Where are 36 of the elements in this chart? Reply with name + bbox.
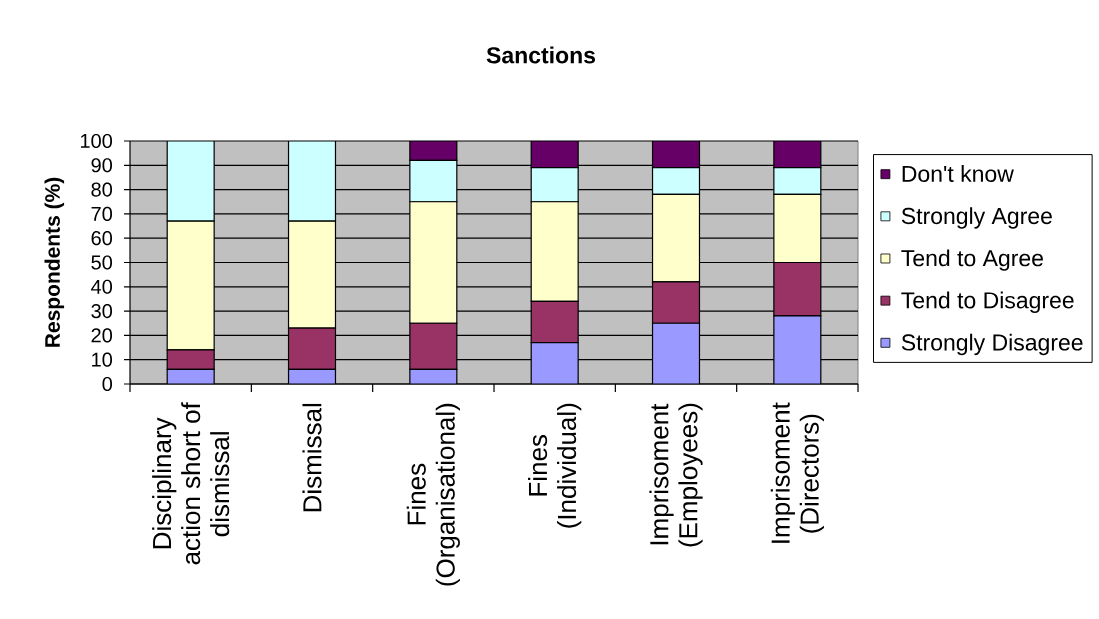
y-tick-label: 50 [91,255,113,270]
x-tick-label: Imprisoment (Employees) [649,403,703,547]
legend-label: Don't know [902,165,1014,182]
bar [166,140,215,222]
bar [530,140,579,169]
bar [287,140,337,222]
y-axis-title: Respondents (%) [44,177,65,347]
y-tick-label: 40 [91,279,113,294]
bar [651,167,701,196]
bar [651,322,701,384]
y-tick-label: 30 [91,304,113,319]
bar [530,342,579,384]
x-tick-label: Fines (Individual) [528,403,582,528]
y-tick-label: 20 [91,328,113,343]
bar [773,140,822,169]
chart-title: Sanctions [486,46,596,64]
y-tick-label: 60 [91,231,113,246]
legend-label: Tend to Agree [901,249,1043,271]
legend-label: Tend to Disagree [901,291,1074,313]
bar [651,140,701,169]
bar [773,167,822,196]
x-tick-label: Disciplinary action short of dismissal [152,402,230,565]
y-tick-label: 70 [91,206,113,221]
y-tick-label: 10 [92,352,113,367]
bar [409,159,458,203]
y-tick-label: 0 [102,376,113,392]
legend-label: Strongly Disagree [901,333,1083,356]
legend-label: Strongly Agree [901,207,1052,229]
y-tick-label: 80 [91,182,113,197]
bar [530,167,579,203]
x-tick-label: Dismissal [302,403,322,512]
y-tick-label: 90 [91,158,113,173]
x-tick-label: Fines (Organisational) [406,403,460,586]
x-tick-label: Imprisoment (Directors) [770,402,824,543]
bar [773,315,822,384]
y-tick-label: 100 [80,133,113,149]
